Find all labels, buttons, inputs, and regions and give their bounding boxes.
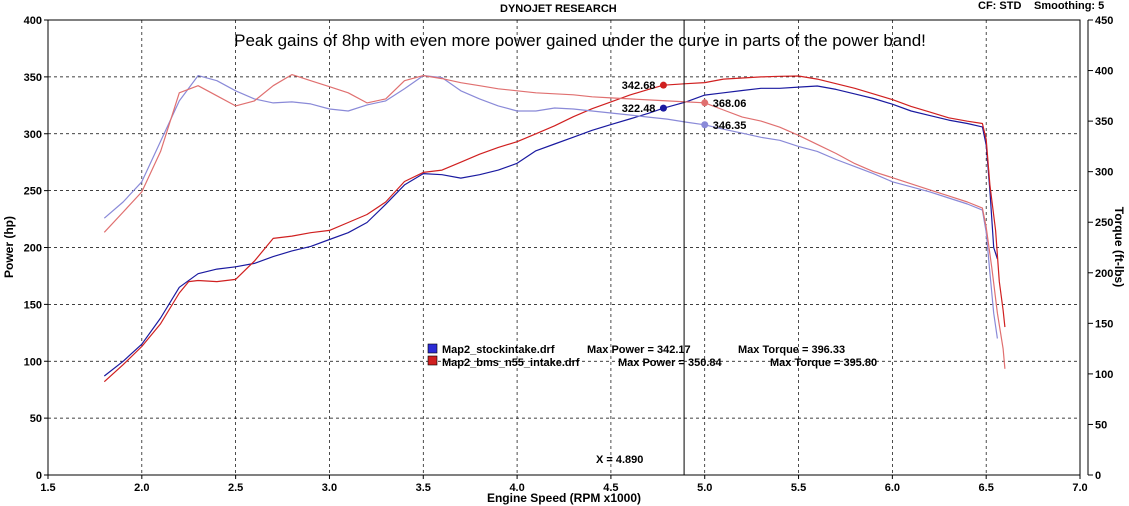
y2-tick-label: 400 xyxy=(1095,66,1113,78)
y2-tick-label: 350 xyxy=(1095,116,1113,128)
y-tick-label: 400 xyxy=(24,15,42,27)
x-tick-label: 5.0 xyxy=(697,482,712,494)
legend-swatch-bms xyxy=(427,355,438,366)
series-line-torque xyxy=(103,75,998,339)
series-line-power xyxy=(103,75,1006,383)
y-tick-label: 300 xyxy=(24,129,42,141)
x-axis-ticks: 1.5 2.0 2.5 3.0 3.5 4.0 4.5 5.0 5.5 6.0 6.5 7.0 xyxy=(40,475,1088,494)
legend-max-torque-stock: Max Torque = 396.33 xyxy=(738,344,845,356)
y-tick-label: 0 xyxy=(36,470,42,482)
x-tick-label: 5.5 xyxy=(791,482,806,494)
series-line-power xyxy=(103,85,998,377)
y-axis-ticks: 0 50 100 150 200 250 300 350 400 xyxy=(24,15,48,482)
y-tick-label: 100 xyxy=(24,356,42,368)
y-tick-label: 50 xyxy=(30,413,42,425)
y2-tick-label: 100 xyxy=(1095,369,1113,381)
chart-header-title: DYNOJET RESEARCH xyxy=(500,3,617,15)
y-tick-label: 200 xyxy=(24,243,42,255)
legend-name-bms: Map2_bms_n55_intake.drf xyxy=(442,357,580,369)
y-tick-label: 350 xyxy=(24,72,42,84)
x-tick-label: 6.5 xyxy=(979,482,994,494)
x-tick-label: 2.5 xyxy=(228,482,243,494)
series-line-torque xyxy=(103,74,1006,369)
x-axis-label: Engine Speed (RPM x1000) xyxy=(487,491,641,505)
marker-label: 342.68 xyxy=(622,80,656,92)
y2-tick-label: 250 xyxy=(1095,217,1113,229)
y-axis-label: Power (hp) xyxy=(2,216,16,278)
x-tick-label: 2.0 xyxy=(134,482,149,494)
chart-title: Peak gains of 8hp with even more power g… xyxy=(234,31,926,50)
x-tick-label: 4.5 xyxy=(603,482,618,494)
data-series xyxy=(103,74,1006,383)
grid-lines xyxy=(48,20,1080,475)
y2-axis-ticks: 0 50 100 150 200 250 300 350 400 450 xyxy=(1088,15,1113,482)
legend: Map2_stockintake.drf Max Power = 342.17 … xyxy=(427,343,877,369)
y2-tick-label: 0 xyxy=(1095,470,1101,482)
marker-point xyxy=(659,81,667,89)
marker-point xyxy=(659,104,667,112)
y-tick-label: 150 xyxy=(24,299,42,311)
y2-axis-label: Torque (ft-lbs) xyxy=(1112,207,1126,287)
legend-max-power-stock: Max Power = 342.17 xyxy=(587,344,691,356)
cursor-readout: X = 4.890 xyxy=(596,454,643,466)
y2-tick-label: 200 xyxy=(1095,268,1113,280)
marker-label: 368.06 xyxy=(713,98,747,110)
x-tick-label: 6.0 xyxy=(885,482,900,494)
marker-label: 346.35 xyxy=(713,120,747,132)
x-tick-label: 4.0 xyxy=(509,482,524,494)
x-tick-label: 7.0 xyxy=(1072,482,1087,494)
x-tick-label: 3.5 xyxy=(416,482,431,494)
y2-tick-label: 150 xyxy=(1095,318,1113,330)
smoothing-label: Smoothing: 5 xyxy=(1034,0,1105,12)
data-markers: 342.68 322.48 368.06 346.35 xyxy=(622,80,747,132)
legend-max-torque-bms: Max Torque = 395.80 xyxy=(770,357,877,369)
x-tick-label: 1.5 xyxy=(40,482,55,494)
y2-tick-label: 50 xyxy=(1095,419,1107,431)
x-tick-label: 3.0 xyxy=(322,482,337,494)
legend-max-power-bms: Max Power = 350.84 xyxy=(618,357,723,369)
legend-name-stock: Map2_stockintake.drf xyxy=(442,344,555,356)
legend-swatch-stock xyxy=(427,343,438,354)
y2-tick-label: 450 xyxy=(1095,15,1113,27)
correction-factor-label: CF: STD xyxy=(978,0,1022,12)
marker-point xyxy=(701,99,709,107)
marker-point xyxy=(701,121,709,129)
y2-tick-label: 300 xyxy=(1095,167,1113,179)
marker-label: 322.48 xyxy=(622,103,656,115)
y-tick-label: 250 xyxy=(24,186,42,198)
